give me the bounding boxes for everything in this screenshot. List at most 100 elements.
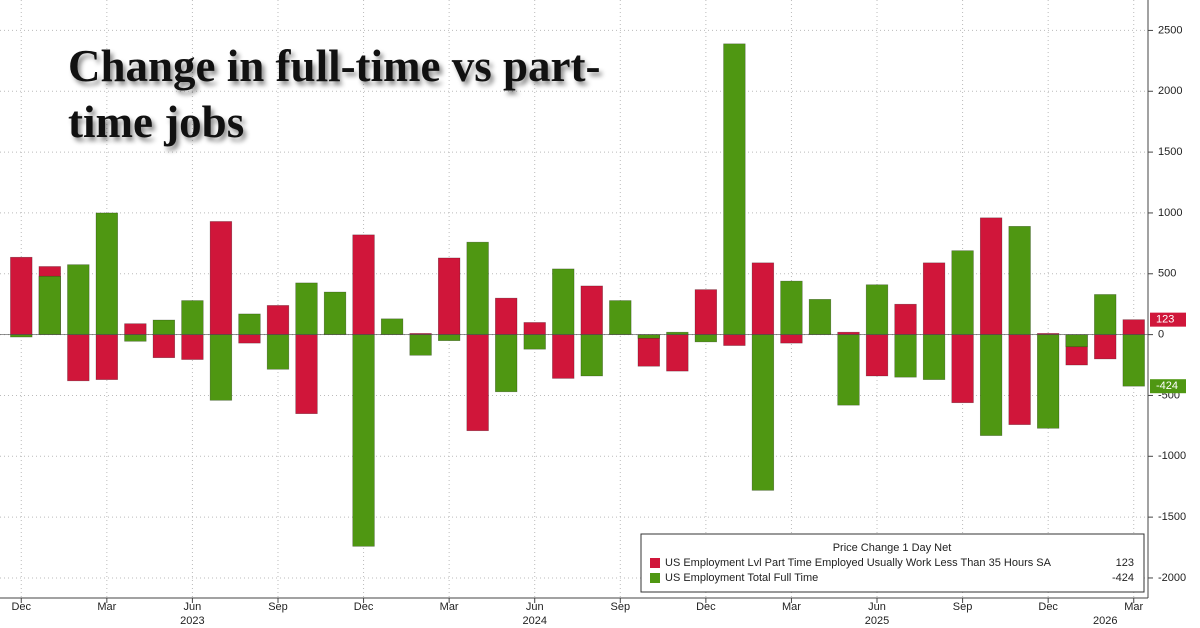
x-tick-label: Mar <box>1124 601 1143 613</box>
bar <box>437 334 461 341</box>
year-label: 2025 <box>865 615 889 627</box>
bar <box>523 322 546 335</box>
x-tick-label: Mar <box>97 601 116 613</box>
bar <box>323 291 347 335</box>
bar <box>466 334 489 432</box>
bar <box>380 318 404 335</box>
bar <box>865 284 889 335</box>
bar <box>1122 319 1145 335</box>
year-label: 2023 <box>180 615 204 627</box>
legend-box <box>640 533 1145 593</box>
bar <box>295 282 318 335</box>
y-tick-label: 1500 <box>1158 146 1182 158</box>
last-value-tag <box>1150 312 1186 327</box>
bar <box>922 334 946 380</box>
bar <box>295 334 318 415</box>
bar <box>209 221 233 335</box>
last-value-tag <box>1150 379 1186 394</box>
bar <box>979 334 1003 436</box>
bar <box>352 234 375 335</box>
bar <box>1094 294 1117 335</box>
bar <box>10 334 33 338</box>
x-tick-label: Sep <box>268 601 288 613</box>
bar <box>181 334 204 360</box>
legend-label: US Employment Total Full Time <box>665 572 818 584</box>
x-tick-label: Jun <box>868 601 886 613</box>
bar <box>951 250 974 335</box>
bar <box>666 331 689 335</box>
y-tick-label: -2000 <box>1158 572 1186 584</box>
bar <box>152 319 176 335</box>
x-tick-label: Jun <box>184 601 202 613</box>
bar <box>437 257 461 335</box>
last-value-label: 123 <box>1156 314 1174 326</box>
bar <box>723 334 746 346</box>
bar <box>751 334 775 491</box>
bar <box>266 334 290 370</box>
bar <box>865 334 889 377</box>
bar <box>808 299 832 335</box>
bar <box>837 334 860 406</box>
bar <box>67 264 90 335</box>
legend-value: 123 <box>1116 557 1134 569</box>
bar <box>609 300 632 335</box>
bar <box>751 262 775 335</box>
bar <box>10 256 33 335</box>
bar <box>1037 334 1060 429</box>
bar <box>837 331 860 335</box>
bar <box>1094 334 1117 360</box>
bar <box>780 334 803 344</box>
bar <box>238 313 261 335</box>
y-tick-label: 0 <box>1158 329 1164 341</box>
bar <box>1065 334 1088 348</box>
year-label: 2026 <box>1093 615 1117 627</box>
legend-swatch <box>650 558 660 568</box>
x-tick-label: Dec <box>11 601 31 613</box>
bar <box>352 334 375 547</box>
bar <box>124 334 147 342</box>
bar <box>723 43 746 335</box>
x-tick-label: Sep <box>953 601 973 613</box>
y-tick-label: 2000 <box>1158 85 1182 97</box>
legend-label: US Employment Lvl Part Time Employed Usu… <box>665 557 1052 569</box>
bar <box>694 289 718 335</box>
bar <box>580 334 603 377</box>
bar <box>694 334 718 343</box>
bar <box>152 334 176 359</box>
x-tick-label: Mar <box>440 601 459 613</box>
bar <box>780 280 803 335</box>
legend: Price Change 1 Day Net US Employment Lvl … <box>640 533 1145 593</box>
bar <box>580 285 603 335</box>
legend-swatch <box>650 573 660 583</box>
bar <box>238 334 261 344</box>
x-tick-label: Jun <box>526 601 544 613</box>
year-label: 2024 <box>522 615 546 627</box>
bar <box>209 334 233 401</box>
y-tick-label: -1500 <box>1158 511 1186 523</box>
x-tick-label: Sep <box>610 601 630 613</box>
bar <box>67 334 90 382</box>
bar <box>181 300 204 335</box>
bar <box>95 212 118 335</box>
y-tick-label: 1000 <box>1158 207 1182 219</box>
x-tick-label: Mar <box>782 601 801 613</box>
legend-title: Price Change 1 Day Net <box>833 542 952 554</box>
bar <box>951 334 974 404</box>
legend-value: -424 <box>1112 572 1134 584</box>
bar <box>409 334 432 356</box>
bar <box>894 334 917 378</box>
bar <box>466 241 489 335</box>
y-tick-label: -1000 <box>1158 450 1186 462</box>
x-tick-label: Dec <box>696 601 716 613</box>
bar <box>552 334 575 379</box>
bar <box>894 303 917 335</box>
chart-title: Change in full-time vs part-time jobs <box>68 41 601 147</box>
bar <box>666 334 689 372</box>
x-tick-label: Dec <box>1038 601 1058 613</box>
x-tick-label: Dec <box>354 601 374 613</box>
y-tick-label: 2500 <box>1158 24 1182 36</box>
bar <box>922 262 946 335</box>
bar <box>95 334 118 380</box>
bar <box>979 217 1003 335</box>
